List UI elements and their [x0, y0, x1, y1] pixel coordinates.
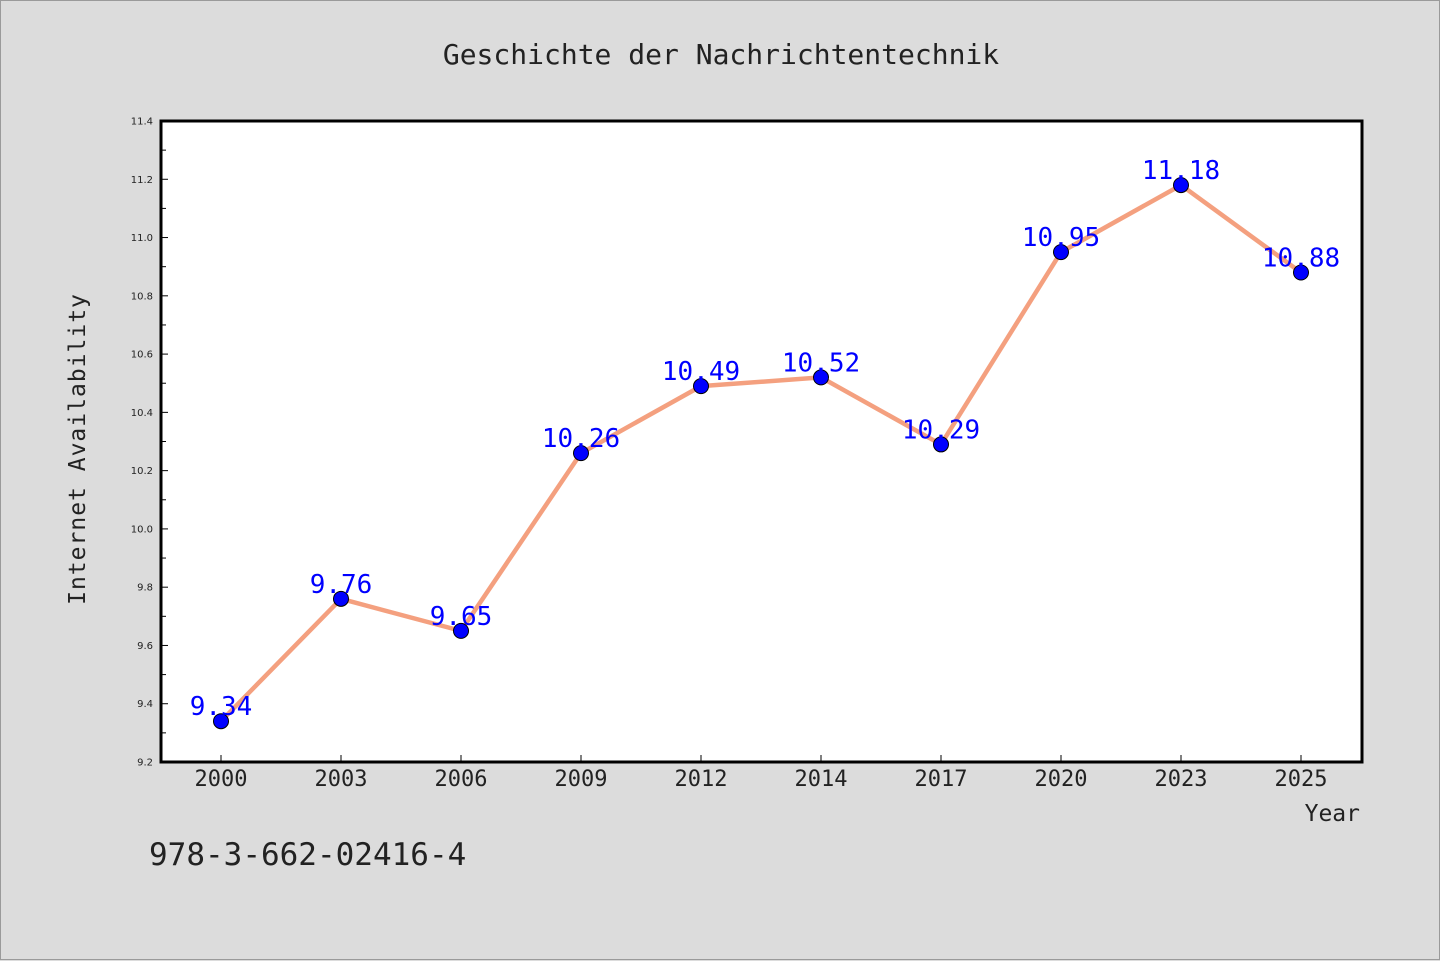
y-tick-label: 11.2	[131, 175, 153, 186]
y-axis: 9.2 9.4 9.6 9.8 10.0 10.2 10.4 10.6 10.8 11.0 11.2…	[131, 117, 168, 769]
y-tick-label: 11.4	[131, 117, 153, 128]
x-tick-label: 2023	[1155, 767, 1208, 792]
y-tick-label: 9.4	[137, 699, 153, 710]
y-tick-label: 10.8	[131, 291, 153, 302]
x-tick-label: 2017	[915, 767, 968, 792]
data-label: 10.52	[782, 348, 860, 378]
x-axis: 2000 2003 2006 2009 2012 2014 2017 2020 2023 2025	[195, 755, 1328, 792]
data-label: 9.34	[190, 692, 253, 722]
series-internet-availability	[213, 177, 1309, 730]
y-tick-label: 10.6	[131, 350, 153, 361]
isbn-text: 978-3-662-02416-4	[149, 837, 466, 873]
data-label: 10.26	[542, 424, 620, 454]
data-label: 9.65	[430, 602, 493, 632]
data-label: 10.49	[662, 357, 740, 387]
chart-title: Geschichte der Nachrichtentechnik	[443, 38, 999, 71]
data-label: 10.95	[1022, 223, 1100, 253]
x-tick-label: 2003	[315, 767, 368, 792]
x-tick-label: 2012	[675, 767, 728, 792]
x-axis-label: Year	[1305, 801, 1360, 827]
data-label: 9.76	[310, 570, 373, 600]
plot-area	[159, 119, 1364, 764]
data-point-marker	[573, 445, 589, 462]
data-point-marker	[213, 713, 229, 730]
y-axis-label: Internet Availability	[65, 293, 91, 605]
data-point-marker	[1293, 264, 1309, 281]
data-point-marker	[693, 378, 709, 395]
y-tick-label: 10.0	[131, 524, 153, 535]
data-point-marker	[1173, 177, 1189, 194]
data-point-marker	[333, 590, 349, 607]
x-tick-label: 2014	[795, 767, 848, 792]
y-tick-label: 9.8	[137, 583, 153, 594]
y-tick-label: 9.2	[137, 758, 153, 769]
data-labels: 9.34 9.76 9.65 10.26 10.49 10.52 10.29 10.95 11.…	[190, 156, 1340, 722]
y-tick-label: 10.4	[131, 408, 153, 419]
data-point-marker	[453, 622, 469, 639]
data-label: 10.88	[1262, 244, 1340, 274]
x-tick-label: 2000	[195, 767, 248, 792]
y-tick-label: 10.2	[131, 466, 153, 477]
x-tick-label: 2006	[435, 767, 488, 792]
x-tick-label: 2025	[1275, 767, 1328, 792]
data-point-marker	[1053, 244, 1069, 261]
series-line	[218, 182, 1304, 724]
x-tick-label: 2020	[1035, 767, 1088, 792]
y-tick-label: 11.0	[131, 233, 153, 244]
y-tick-label: 9.6	[137, 641, 153, 652]
data-point-marker	[813, 369, 829, 386]
x-tick-label: 2009	[555, 767, 608, 792]
data-label: 10.29	[902, 415, 980, 445]
data-point-marker	[933, 436, 949, 453]
data-label: 11.18	[1142, 156, 1220, 186]
